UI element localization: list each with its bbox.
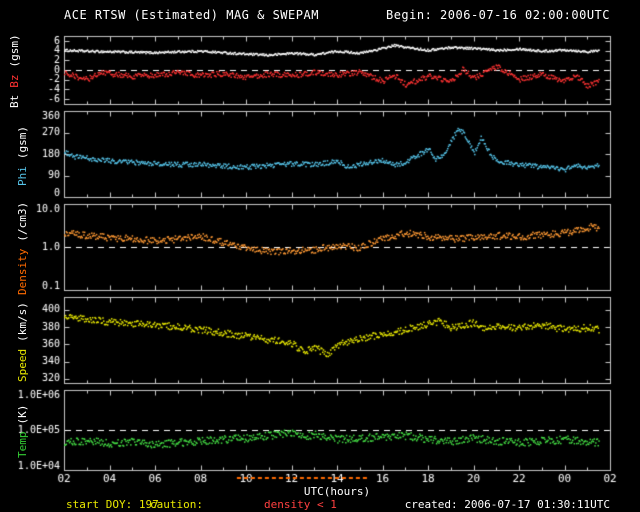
y-axis-label-density: Density (/cm3) [16, 195, 29, 295]
x-axis-title: UTC(hours) [303, 485, 371, 498]
y-axis-unit-cm3: (/cm3) [16, 201, 29, 242]
y-axis-label-bt: Bt [8, 94, 21, 108]
y-axis-unit-gsm2: (gsm) [16, 126, 29, 160]
y-axis-label-phi-text: Phi [16, 166, 29, 186]
plot-title: ACE RTSW (Estimated) MAG & SWEPAM [64, 8, 319, 22]
footer-created-timestamp: created: 2006-07-17 01:30:11UTC [404, 498, 610, 511]
y-axis-label-bz: Bz [8, 74, 21, 88]
y-axis-unit-k: (K) [16, 404, 29, 425]
y-axis-unit-gsm: (gsm) [8, 34, 21, 68]
y-axis-label-temp: Temp (K) [16, 398, 29, 458]
footer-start-doy: start DOY: 197 [66, 498, 159, 511]
y-axis-label-speed: Speed (km/s) [16, 295, 29, 382]
footer-caution-label: caution: [150, 498, 203, 511]
footer-caution-detail: density < 1 [264, 498, 337, 511]
begin-timestamp: Begin: 2006-07-16 02:00:00UTC [385, 8, 610, 22]
y-axis-unit-kms: (km/s) [16, 302, 29, 342]
y-axis-label-speed-text: Speed [16, 348, 29, 382]
y-axis-label-density-text: Density [16, 248, 29, 295]
y-axis-label-bt-bz: Bt Bz (gsm) [8, 27, 21, 108]
y-axis-label-temp-text: Temp [16, 431, 29, 459]
y-axis-label-phi: Phi (gsm) [16, 119, 29, 186]
